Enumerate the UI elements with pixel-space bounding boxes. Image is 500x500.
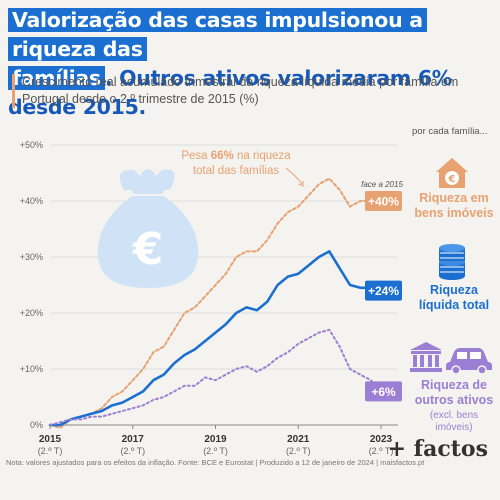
page-title: Valorização das casas impulsionou a riqu… <box>8 6 496 122</box>
series-lines <box>48 177 383 429</box>
car-icon <box>446 348 492 375</box>
y-tick-label: +30% <box>20 252 43 262</box>
x-tick-year: 2019 <box>204 434 227 445</box>
annotation-arrowhead <box>298 181 304 187</box>
bank-icon <box>410 342 442 372</box>
svg-text:€: € <box>448 174 456 185</box>
x-tick-year: 2015 <box>39 434 62 445</box>
y-tick-label: 0% <box>30 420 43 430</box>
title-highlight-2: famílias <box>8 66 105 90</box>
house-euro-icon: € <box>436 158 468 188</box>
other-assets-end-label-box <box>365 381 402 402</box>
weight-annotation-line1: Pesa 66% na riqueza <box>181 150 291 162</box>
y-tick-label: +10% <box>20 364 43 374</box>
housing-wealth-label: Riqueza em bens imóveis <box>414 191 494 220</box>
total-end-label: +24% <box>368 284 399 298</box>
annotation-arrow <box>285 167 303 185</box>
x-tick-quarter: (2.º T) <box>120 446 145 456</box>
x-tick-labels: 2015(2.º T)2017(2.º T)2019(2.º T)2021(2.… <box>38 425 394 456</box>
other-assets-label: Riqueza de outros ativos <box>414 378 494 407</box>
other-assets-line <box>49 328 382 426</box>
chart-subtitle: Crescimento real acumulado trimestral da… <box>12 74 492 108</box>
x-tick-quarter: (2.º T) <box>286 446 311 456</box>
total-wealth-label: Riqueza líquida total <box>418 283 490 312</box>
footer-note: Nota: valores ajustados para os efeitos … <box>6 458 425 467</box>
total-end-label-box <box>365 280 402 301</box>
vs-2015-note: face a 2015 <box>361 180 403 189</box>
y-tick-label: +50% <box>20 140 43 150</box>
weight-annotation-line2: total das famílias <box>193 165 280 177</box>
x-tick-quarter: (2.º T) <box>369 446 394 456</box>
housing-end-label-box <box>365 191 402 211</box>
other-assets-end-label: +6% <box>371 385 396 399</box>
title-rest: . Outros ativos valorizaram 6% desde 201… <box>8 66 453 119</box>
gridlines <box>50 144 398 426</box>
y-tick-labels: 0% +10% +20% +30% +40% +50% <box>20 140 43 430</box>
housing-line <box>49 177 382 429</box>
money-bag-icon: € <box>97 169 199 288</box>
coins-icon <box>439 244 465 280</box>
x-tick-quarter: (2.º T) <box>38 446 63 456</box>
svg-text:€: € <box>132 224 164 275</box>
brand-logo: + factos <box>387 436 488 462</box>
x-tick-quarter: (2.º T) <box>203 446 228 456</box>
total-line <box>48 250 383 427</box>
x-tick-year: 2017 <box>122 434 145 445</box>
y-tick-label: +40% <box>20 196 43 206</box>
end-labels: +40% +24% +6% <box>365 191 402 402</box>
x-tick-year: 2023 <box>370 434 393 445</box>
per-family-label: por cada família... <box>412 126 488 137</box>
housing-end-label: +40% <box>368 195 399 209</box>
x-tick-year: 2021 <box>287 434 310 445</box>
other-assets-note: (excl. bens imóveis) <box>429 410 479 433</box>
y-tick-label: +20% <box>20 308 43 318</box>
